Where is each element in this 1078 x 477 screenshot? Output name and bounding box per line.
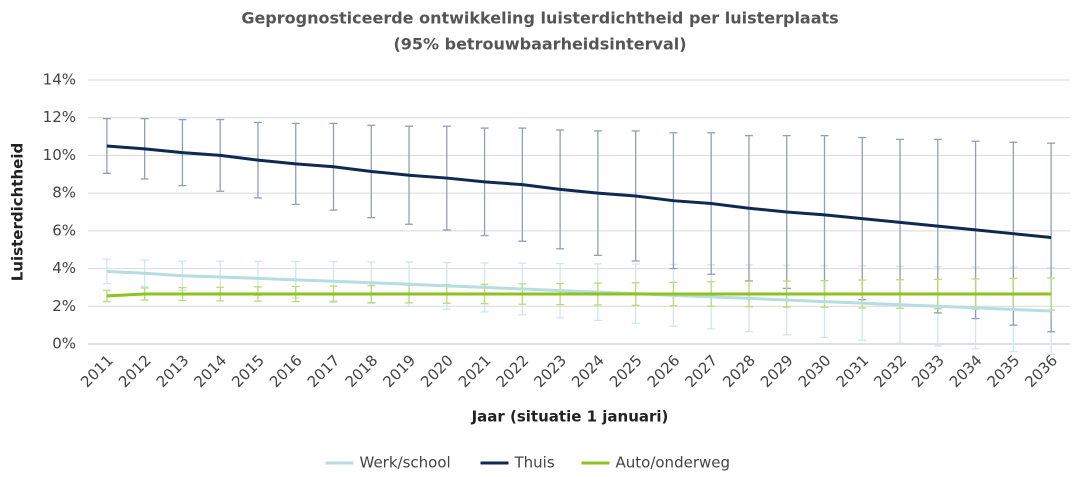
y-tick-label: 14% <box>43 71 76 89</box>
chart-subtitle: (95% betrouwbaarheidsinterval) <box>393 35 686 54</box>
legend-label: Werk/school <box>360 454 451 472</box>
x-tick-label: 2032 <box>870 351 910 391</box>
x-tick-label: 2029 <box>757 351 797 391</box>
x-tick-label: 2016 <box>266 351 306 391</box>
y-tick-label: 10% <box>43 146 76 164</box>
x-tick-label: 2021 <box>455 351 495 391</box>
x-tick-label: 2018 <box>342 351 382 391</box>
x-tick-label: 2027 <box>681 351 721 391</box>
legend-label: Thuis <box>514 454 555 472</box>
x-tick-label: 2011 <box>77 351 117 391</box>
x-tick-label: 2019 <box>379 351 419 391</box>
x-tick-label: 2017 <box>304 351 344 391</box>
line-series <box>106 144 1052 239</box>
x-tick-label: 2035 <box>984 351 1024 391</box>
x-tick-label: 2014 <box>190 351 230 391</box>
line-series <box>106 292 1052 298</box>
error-bar <box>102 289 111 303</box>
y-tick-label: 8% <box>52 184 76 202</box>
x-tick-label: 2024 <box>568 351 608 391</box>
line-series <box>106 269 1052 313</box>
legend-label: Auto/onderweg <box>616 454 731 472</box>
x-tick-label: 2015 <box>228 351 268 391</box>
x-tick-label: 2012 <box>115 351 155 391</box>
x-tick-label: 2034 <box>946 351 986 391</box>
y-tick-label: 12% <box>43 108 76 126</box>
y-tick-label: 0% <box>52 335 76 353</box>
x-axis-label: Jaar (situatie 1 januari) <box>471 408 669 426</box>
y-tick-label: 4% <box>52 259 76 277</box>
x-tick-label: 2036 <box>1021 351 1061 391</box>
x-tick-label: 2020 <box>417 351 457 391</box>
x-tick-label: 2022 <box>493 351 533 391</box>
x-tick-label: 2033 <box>908 351 948 391</box>
y-tick-label: 2% <box>52 297 76 315</box>
x-tick-label: 2013 <box>153 351 193 391</box>
y-tick-label: 6% <box>52 221 76 239</box>
y-axis-label: Luisterdichtheid <box>9 143 27 281</box>
x-tick-label: 2028 <box>719 351 759 391</box>
x-tick-label: 2026 <box>644 351 684 391</box>
x-tick-label: 2023 <box>530 351 570 391</box>
x-tick-label: 2025 <box>606 351 646 391</box>
chart-title: Geprognosticeerde ontwikkeling luisterdi… <box>241 9 838 28</box>
x-tick-label: 2031 <box>833 351 873 391</box>
x-tick-label: 2030 <box>795 351 835 391</box>
